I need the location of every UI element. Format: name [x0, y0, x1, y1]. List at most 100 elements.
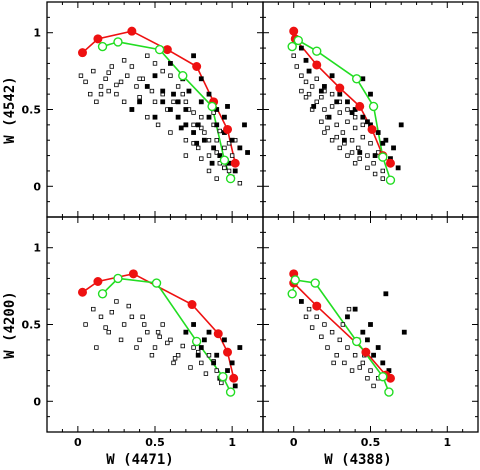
filled-square-point: [214, 352, 220, 358]
x-tick-label: 0.5: [145, 436, 165, 449]
open-square-point: [98, 84, 104, 89]
open-square-point: [199, 125, 204, 131]
filled-square-point: [391, 145, 396, 151]
open-square-point: [346, 306, 352, 312]
green-model-point: [218, 372, 228, 382]
open-square-point: [125, 73, 130, 78]
open-square-point: [360, 134, 366, 140]
filled-square-point: [380, 140, 386, 146]
y-axis-label-top: W (4542): [2, 76, 18, 143]
filled-square-point: [198, 76, 204, 82]
open-square-point: [195, 145, 201, 151]
green-model-point: [191, 336, 202, 347]
open-square-point: [322, 322, 327, 327]
filled-square-point: [195, 352, 201, 358]
open-square-point: [334, 122, 339, 128]
green-model-point: [378, 372, 388, 382]
y-tick-label: 0.5: [22, 104, 42, 117]
open-square-point: [345, 153, 350, 158]
open-square-point: [360, 360, 366, 366]
panel-frame: [46, 216, 264, 433]
filled-square-point: [211, 145, 217, 151]
open-square-point: [129, 314, 135, 320]
filled-square-point: [232, 383, 238, 389]
open-square-point: [145, 329, 150, 335]
filled-square-point: [329, 73, 335, 79]
red-model-point: [229, 373, 239, 383]
open-square-point: [83, 79, 88, 85]
filled-square-point: [225, 104, 230, 109]
filled-square-point: [395, 165, 401, 171]
open-square-point: [319, 95, 324, 100]
filled-square-point: [337, 91, 343, 97]
open-square-point: [337, 110, 342, 115]
open-square-point: [214, 176, 219, 181]
green-model-point: [290, 275, 300, 285]
open-square-point: [206, 138, 212, 143]
filled-square-point: [242, 122, 247, 128]
green-model-point: [113, 273, 123, 284]
red-model-point: [312, 60, 322, 70]
open-square-point: [206, 168, 212, 174]
red-model-point: [312, 301, 322, 311]
open-square-point: [121, 99, 127, 105]
red-model-point: [367, 124, 377, 134]
filled-square-point: [357, 150, 363, 155]
open-square-point: [329, 329, 335, 335]
open-square-point: [103, 76, 108, 81]
open-square-point: [306, 91, 312, 97]
red-model-point: [223, 124, 233, 134]
open-square-point: [368, 368, 373, 373]
green-model-point: [287, 289, 297, 299]
open-square-point: [155, 329, 161, 335]
filled-square-point: [360, 114, 366, 120]
open-square-point: [226, 168, 232, 174]
open-square-point: [188, 365, 193, 370]
green-model-point: [225, 173, 236, 184]
open-square-point: [237, 181, 243, 186]
filled-square-point: [318, 88, 324, 94]
filled-square-point: [206, 329, 212, 335]
open-square-point: [314, 314, 319, 320]
open-square-point: [325, 345, 330, 350]
filled-square-point: [334, 99, 340, 105]
filled-square-point: [341, 137, 347, 143]
open-square-point: [371, 383, 376, 389]
filled-square-point: [380, 360, 386, 366]
open-square-point: [226, 141, 232, 146]
open-square-point: [380, 176, 385, 181]
open-square-point: [214, 138, 219, 143]
filled-square-point: [368, 91, 373, 97]
red-model-point: [385, 158, 395, 168]
open-square-point: [306, 306, 312, 312]
filled-square-point: [306, 68, 312, 74]
open-square-point: [168, 73, 173, 78]
open-square-point: [368, 141, 373, 146]
open-square-point: [303, 314, 309, 320]
open-square-point: [352, 114, 358, 120]
open-square-point: [372, 171, 378, 177]
y-axis-label-bottom: W (4200): [2, 291, 18, 358]
green-model-line: [101, 277, 232, 393]
open-square-point: [199, 360, 204, 366]
filled-square-point: [383, 137, 389, 143]
open-square-point: [380, 168, 385, 174]
filled-square-point: [298, 299, 304, 304]
filled-square-point: [217, 153, 223, 158]
open-square-point: [345, 119, 350, 124]
open-square-point: [137, 95, 142, 100]
open-square-point: [222, 145, 227, 151]
open-square-point: [337, 145, 342, 151]
open-square-point: [94, 99, 99, 105]
open-square-point: [106, 88, 111, 94]
open-square-point: [109, 64, 114, 69]
green-model-point: [287, 41, 297, 52]
open-square-point: [214, 150, 219, 155]
green-model-point: [154, 44, 165, 55]
open-square-point: [126, 303, 131, 309]
open-square-point: [155, 122, 161, 128]
open-square-point: [114, 299, 119, 304]
open-square-point: [129, 64, 135, 69]
red-model-point: [355, 101, 365, 111]
open-square-point: [309, 325, 315, 330]
